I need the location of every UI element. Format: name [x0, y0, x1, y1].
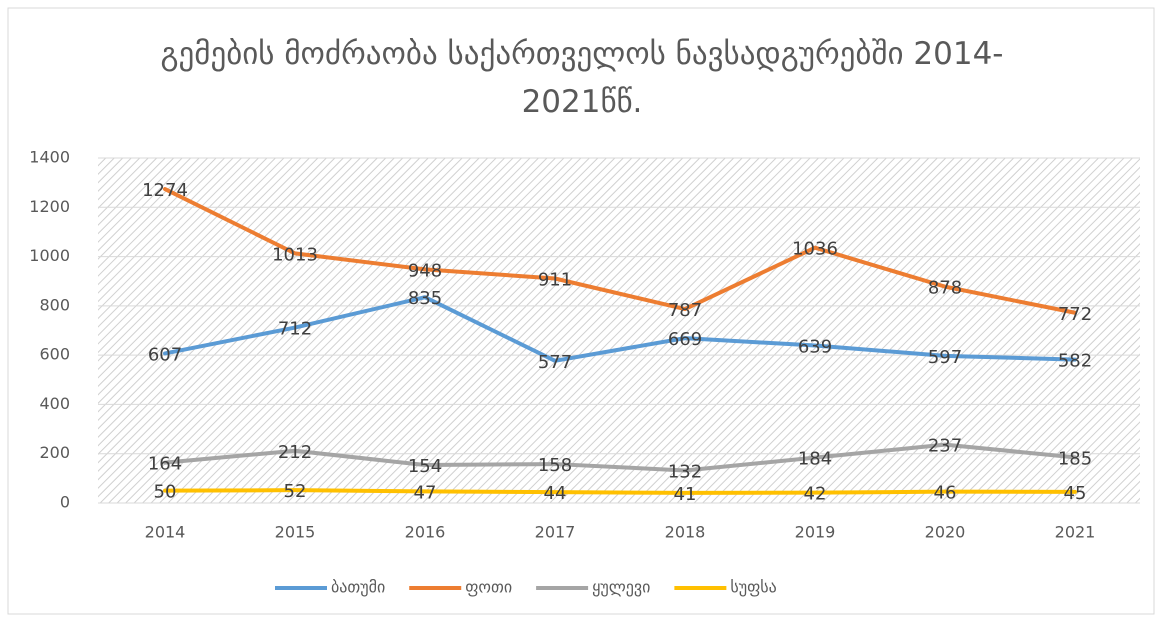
data-label: 237 [928, 436, 962, 457]
y-tick-label: 0 [60, 493, 70, 512]
data-label: 44 [544, 483, 567, 504]
legend-label: ყულევი [592, 578, 650, 597]
legend-label: სუფსა [730, 578, 776, 597]
data-label: 669 [668, 329, 702, 350]
data-label: 911 [538, 270, 572, 291]
x-tick-label: 2019 [795, 523, 836, 542]
x-tick-label: 2021 [1055, 523, 1096, 542]
data-label: 158 [538, 455, 572, 476]
legend-label: ფოთი [465, 578, 512, 597]
y-tick-label: 200 [39, 443, 70, 462]
data-label: 1036 [792, 239, 838, 260]
y-tick-label: 1400 [29, 148, 70, 167]
data-label: 1013 [272, 244, 318, 265]
data-label: 154 [408, 456, 442, 477]
data-label: 1274 [142, 180, 188, 201]
y-tick-label: 1200 [29, 197, 70, 216]
data-label: 878 [928, 278, 962, 299]
data-label: 639 [798, 337, 832, 358]
data-label: 42 [804, 484, 827, 505]
chart-frame [7, 7, 1155, 615]
series-line [163, 295, 1077, 363]
y-tick-label: 400 [39, 394, 70, 413]
y-tick-label: 800 [39, 295, 70, 314]
y-tick-label: 600 [39, 345, 70, 364]
data-label: 835 [408, 288, 442, 309]
x-tick-label: 2020 [925, 523, 966, 542]
x-tick-label: 2014 [145, 523, 186, 542]
data-label: 132 [668, 461, 702, 482]
data-label: 185 [1058, 448, 1092, 469]
x-tick-label: 2017 [535, 523, 576, 542]
data-label: 582 [1058, 351, 1092, 372]
data-label: 212 [278, 442, 312, 463]
data-label: 577 [538, 352, 572, 373]
plot-area [98, 158, 1140, 503]
data-label: 787 [668, 300, 702, 321]
data-label: 597 [928, 347, 962, 368]
data-label: 948 [408, 260, 442, 281]
data-label: 46 [934, 483, 957, 504]
legend-label: ბათუმი [331, 578, 385, 597]
data-label: 41 [674, 484, 697, 505]
data-label: 607 [148, 344, 182, 365]
data-label: 52 [284, 481, 307, 502]
series-line [163, 488, 1077, 495]
data-label: 45 [1064, 483, 1087, 504]
data-label: 184 [798, 449, 832, 470]
series-line [163, 187, 1077, 315]
data-label: 164 [148, 454, 182, 475]
chart-title: გემების მოძრაობა საქართველოს ნავსადგურებ… [160, 36, 1004, 120]
data-label: 50 [154, 482, 177, 503]
x-tick-label: 2015 [275, 523, 316, 542]
x-tick-label: 2018 [665, 523, 706, 542]
x-tick-label: 2016 [405, 523, 446, 542]
y-tick-label: 1000 [29, 246, 70, 265]
data-label: 772 [1058, 304, 1092, 325]
data-label: 712 [278, 319, 312, 340]
data-label: 47 [414, 482, 437, 503]
series-line [163, 442, 1077, 473]
